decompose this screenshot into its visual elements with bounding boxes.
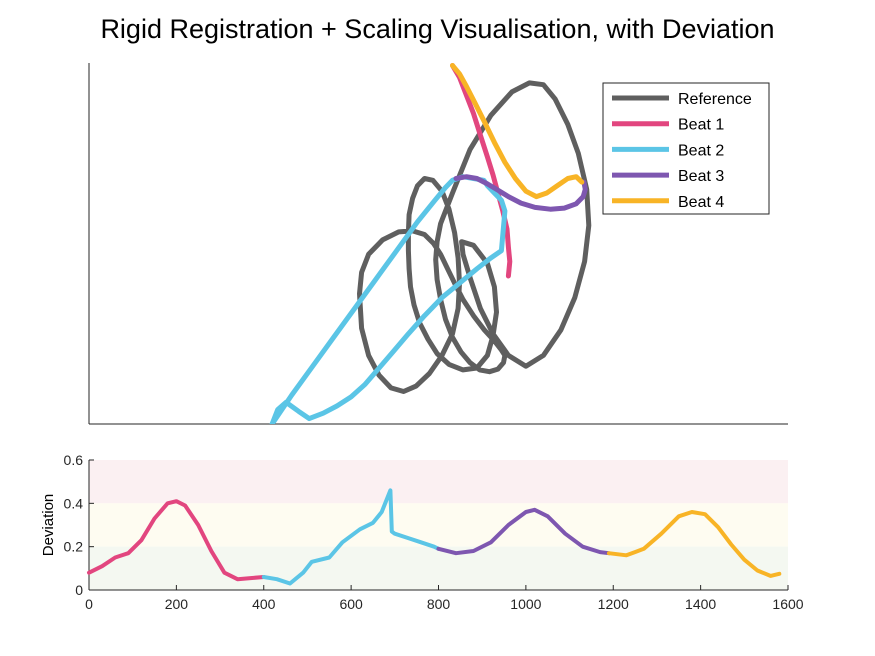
series-layer: [87, 63, 782, 586]
x-tick-label: 0: [85, 596, 93, 612]
trajectory-beat-3: [453, 174, 588, 212]
y-axis-label: Deviation: [40, 494, 57, 557]
trajectory-beat-1: [450, 63, 513, 279]
trajectory-reference: [357, 80, 592, 394]
deviation-line-beat-4: [606, 510, 782, 578]
trajectory-beat-2: [269, 174, 508, 424]
x-tick-label: 800: [427, 596, 451, 612]
legend-label-beat-2: Beat 2: [678, 142, 724, 159]
x-tick-label: 200: [165, 596, 189, 612]
y-tick-label: 0.4: [64, 495, 84, 511]
trajectory-beat-4: [450, 63, 585, 200]
deviation-band-0: [89, 460, 788, 504]
deviation-line-beat-1: [87, 499, 266, 582]
deviation-line-beat-2: [261, 488, 441, 586]
x-tick-label: 400: [252, 596, 276, 612]
legend-label-reference: Reference: [678, 91, 752, 108]
y-tick-label: 0.6: [64, 452, 84, 468]
y-tick-label: 0.2: [64, 539, 84, 555]
legend-label-beat-1: Beat 1: [678, 117, 724, 134]
trajectory-plot: [269, 63, 592, 424]
x-tick-label: 1200: [598, 596, 629, 612]
legend: Reference Beat 1 Beat 2 Beat 3 Beat 4: [602, 82, 770, 215]
x-tick-label: 600: [339, 596, 363, 612]
y-tick-label: 0: [75, 582, 83, 598]
deviation-band-2: [89, 546, 788, 590]
legend-label-beat-3: Beat 3: [678, 168, 724, 185]
deviation-band-1: [89, 503, 788, 547]
axes: 0 200 400 600 800 1000 1200 1400 1600 0 0.2 0.4 0.6 D…: [40, 63, 804, 612]
x-tick-label: 1000: [510, 596, 541, 612]
deviation-line-beat-3: [436, 507, 611, 556]
x-tick-label: 1400: [685, 596, 716, 612]
x-tick-label: 1600: [772, 596, 803, 612]
chart-title: Rigid Registration + Scaling Visualisati…: [100, 14, 775, 44]
deviation-bands: [89, 460, 788, 590]
legend-label-beat-4: Beat 4: [678, 194, 724, 211]
